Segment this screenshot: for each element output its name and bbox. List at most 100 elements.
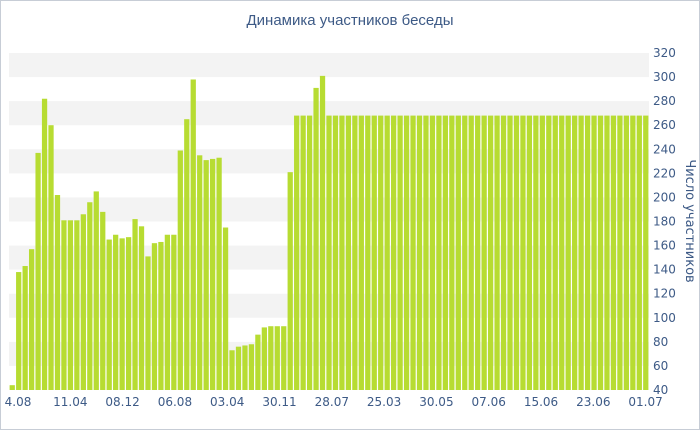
- bar: [281, 326, 287, 390]
- bar: [319, 75, 326, 391]
- bar: [462, 115, 468, 390]
- bar: [630, 115, 636, 390]
- bar: [210, 158, 216, 390]
- bar: [261, 327, 267, 390]
- bar: [584, 115, 591, 390]
- bar: [487, 115, 494, 390]
- bar: [87, 202, 93, 390]
- y-tick-label: 140: [653, 263, 676, 277]
- x-tick-label: 08.12: [105, 395, 139, 409]
- y-axis-label: Число участников: [682, 159, 697, 282]
- bar: [184, 119, 190, 390]
- bar: [294, 115, 300, 390]
- bar: [520, 115, 526, 390]
- y-tick-label: 100: [653, 311, 676, 325]
- bar: [9, 385, 15, 390]
- bar: [352, 115, 358, 390]
- bar: [61, 220, 67, 390]
- bar: [16, 272, 22, 390]
- bar: [125, 237, 132, 390]
- bar: [533, 115, 539, 390]
- bar: [177, 150, 183, 390]
- x-tick-label: 06.08: [158, 395, 192, 409]
- bar: [216, 157, 222, 390]
- bar: [35, 152, 41, 390]
- bar: [391, 115, 397, 390]
- bar: [481, 115, 487, 390]
- x-tick-labels: 4.08 11.04 08.12 06.08 03.04 30.11 28.07 25.03 3…: [5, 395, 663, 409]
- y-tick-label: 120: [653, 287, 676, 301]
- bar: [93, 191, 99, 390]
- bar: [442, 115, 448, 390]
- x-tick-label: 30.05: [419, 395, 453, 409]
- bar: [300, 115, 306, 390]
- bar: [255, 334, 261, 390]
- bar: [268, 326, 274, 390]
- x-tick-label: 30.11: [262, 395, 296, 409]
- x-tick-label: 11.04: [53, 395, 87, 409]
- y-tick-label: 320: [653, 46, 676, 60]
- y-tick-label: 160: [653, 239, 676, 253]
- y-tick-label: 40: [653, 383, 668, 397]
- bar: [113, 234, 119, 390]
- bar: [67, 220, 74, 390]
- bar: [500, 115, 507, 390]
- bar: [513, 115, 520, 390]
- y-tick-label: 80: [653, 335, 668, 349]
- bar: [546, 115, 552, 390]
- bar: [171, 234, 177, 390]
- bar: [365, 115, 371, 390]
- bar: [643, 115, 649, 390]
- bar: [345, 115, 352, 390]
- bar: [378, 115, 384, 390]
- y-tick-label: 60: [653, 359, 668, 373]
- bar: [455, 115, 461, 390]
- bar: [22, 266, 28, 390]
- bar: [604, 115, 610, 390]
- bar: [306, 115, 313, 390]
- bar: [436, 115, 442, 390]
- bar: [507, 115, 513, 390]
- bar: [119, 238, 125, 390]
- bar: [591, 115, 597, 390]
- x-tick-label: 4.08: [5, 395, 32, 409]
- bar: [203, 160, 209, 390]
- bar: [565, 115, 571, 390]
- bar: [636, 115, 642, 390]
- bar: [468, 115, 474, 390]
- bars: [9, 75, 649, 391]
- chart-title: Динамика участников беседы: [246, 12, 454, 29]
- bar: [248, 344, 255, 390]
- bar: [80, 214, 86, 390]
- bar: [572, 115, 578, 390]
- bar: [151, 243, 158, 390]
- y-tick-label: 280: [653, 94, 676, 108]
- y-tick-label: 220: [653, 166, 676, 180]
- bar: [190, 79, 196, 390]
- x-tick-label: 23.06: [576, 395, 610, 409]
- bar: [222, 227, 229, 390]
- bar: [326, 115, 332, 390]
- bar: [623, 115, 629, 390]
- bar: [197, 155, 203, 390]
- x-tick-label: 15.06: [524, 395, 558, 409]
- bar: [242, 345, 248, 390]
- bar: [397, 115, 403, 390]
- bar: [423, 115, 429, 390]
- grid-band: [9, 53, 649, 78]
- y-tick-label: 240: [653, 142, 676, 156]
- bar: [106, 239, 112, 390]
- bar: [145, 256, 151, 390]
- x-tick-label: 28.07: [315, 395, 349, 409]
- bar: [287, 172, 293, 390]
- bar: [384, 115, 390, 390]
- bar: [552, 115, 558, 390]
- y-tick-label: 200: [653, 190, 676, 204]
- y-tick-labels: 40 60 80 100 120 140 160 180 200 220 240 260 280 300 3…: [653, 46, 676, 397]
- bar: [410, 115, 416, 390]
- y-tick-label: 260: [653, 118, 676, 132]
- bar: [132, 219, 138, 390]
- bar: [429, 115, 436, 390]
- y-tick-label: 180: [653, 215, 676, 229]
